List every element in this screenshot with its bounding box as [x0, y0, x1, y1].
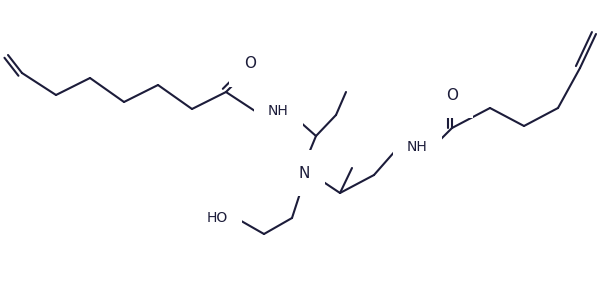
Text: NH: NH [268, 104, 289, 118]
Text: N: N [298, 166, 310, 181]
Text: HO: HO [207, 211, 228, 225]
Text: NH: NH [407, 140, 428, 154]
Text: O: O [244, 57, 256, 71]
Text: O: O [446, 88, 458, 103]
